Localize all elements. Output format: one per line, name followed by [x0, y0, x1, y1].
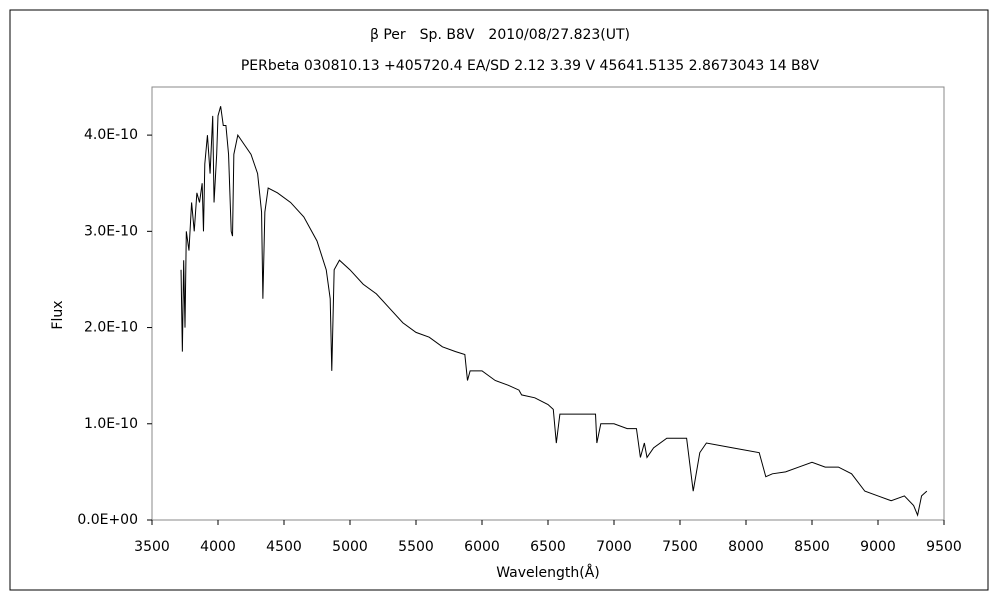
- chart-subtitle: PERbeta 030810.13 +405720.4 EA/SD 2.12 3…: [241, 58, 820, 74]
- x-tick-label: 6500: [530, 539, 566, 555]
- y-tick-label: 3.0E-10: [84, 223, 138, 239]
- x-tick-label: 8000: [728, 539, 764, 555]
- y-tick-label: 1.0E-10: [84, 416, 138, 432]
- x-tick-label: 6000: [464, 539, 500, 555]
- x-tick-label: 7500: [662, 539, 698, 555]
- x-axis-label: Wavelength(Å): [496, 564, 600, 581]
- x-tick-label: 3500: [134, 539, 170, 555]
- x-tick-label: 9000: [860, 539, 896, 555]
- y-axis-label: Flux: [50, 300, 66, 329]
- x-tick-label: 4500: [266, 539, 302, 555]
- chart-title: β Per Sp. B8V 2010/08/27.823(UT): [370, 27, 630, 43]
- plot-area: [151, 86, 945, 521]
- y-tick-label: 4.0E-10: [84, 127, 138, 143]
- x-tick-label: 8500: [794, 539, 830, 555]
- x-tick-label: 7000: [596, 539, 632, 555]
- y-tick-label: 2.0E-10: [84, 320, 138, 336]
- spectrum-line: [180, 106, 928, 517]
- x-tick-label: 4000: [200, 539, 236, 555]
- x-tick-label: 5500: [398, 539, 434, 555]
- y-tick-label: 0.0E+00: [77, 512, 138, 528]
- x-tick-label: 5000: [332, 539, 368, 555]
- x-tick-label: 9500: [926, 539, 962, 555]
